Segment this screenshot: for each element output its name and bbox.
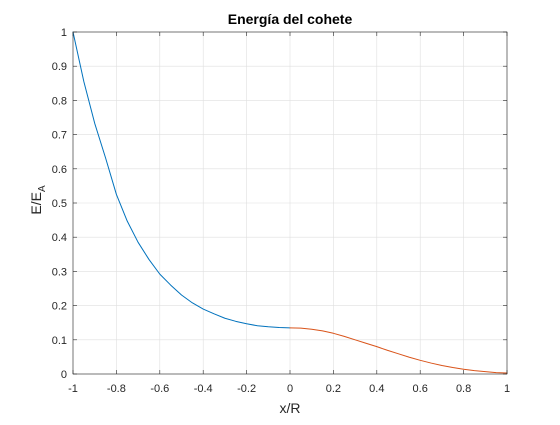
y-tick-label: 1 xyxy=(61,27,67,39)
series-group xyxy=(72,31,508,374)
y-tick-label: 0 xyxy=(61,369,67,381)
y-axis-label: E/EA xyxy=(28,185,48,215)
x-tick-label: 0.2 xyxy=(326,383,341,395)
x-tick-label: -0.2 xyxy=(237,383,256,395)
x-tick-label: 0.4 xyxy=(369,383,384,395)
x-tick-label: 0 xyxy=(287,383,293,395)
y-axis-label-main: E/E xyxy=(28,192,44,215)
x-tick-label: -0.8 xyxy=(107,383,126,395)
y-tick-label: 0.8 xyxy=(52,95,67,107)
x-tick-label: -0.4 xyxy=(194,383,213,395)
x-tick-labels: -1 -0.8 -0.6 -0.4 -0.2 0 0.2 0.4 0.6 0.8 1 xyxy=(68,383,510,395)
y-tick-label: 0.4 xyxy=(52,232,67,244)
y-tick-label: 0.7 xyxy=(52,130,67,142)
series-line-2 xyxy=(289,327,508,374)
x-tick-label: -1 xyxy=(68,383,78,395)
y-tick-label: 0.5 xyxy=(52,198,67,210)
y-tick-label: 0.3 xyxy=(52,266,67,278)
y-tick-label: 0.1 xyxy=(52,335,67,347)
tick-marks xyxy=(72,31,508,375)
x-tick-label: 0.8 xyxy=(456,383,471,395)
chart-title: Energía del cohete xyxy=(228,11,353,27)
x-tick-label: 0.6 xyxy=(413,383,428,395)
y-tick-label: 0.9 xyxy=(52,61,67,73)
series-line-1 xyxy=(72,31,291,329)
x-tick-label: -0.6 xyxy=(150,383,169,395)
y-axis-label-subscript: A xyxy=(37,185,48,192)
y-tick-labels: 0 0.1 0.2 0.3 0.4 0.5 0.6 0.7 0.8 0.9 1 xyxy=(52,27,67,381)
x-tick-label: 1 xyxy=(504,383,510,395)
x-axis-label: x/R xyxy=(280,400,301,416)
y-tick-label: 0.6 xyxy=(52,164,67,176)
y-tick-label: 0.2 xyxy=(52,301,67,313)
